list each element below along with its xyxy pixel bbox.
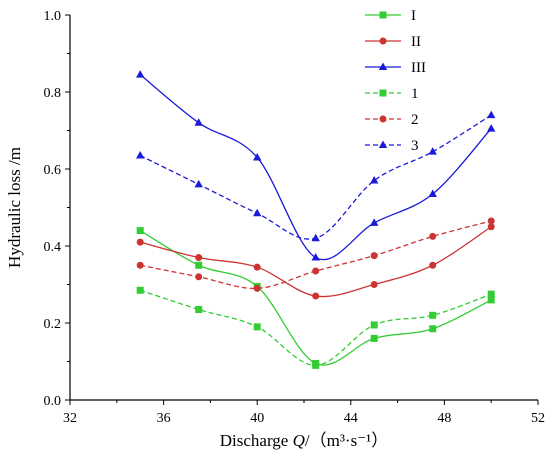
data-point-s5-3 xyxy=(253,284,261,292)
legend-label-6: 3 xyxy=(411,138,419,154)
data-point-s2-7 xyxy=(487,223,495,231)
data-point-s3-3 xyxy=(253,152,262,161)
x-tick-label: 48 xyxy=(437,411,451,426)
y-tick-label: 1.0 xyxy=(44,9,62,24)
series-line-3 xyxy=(139,74,492,261)
series-markers xyxy=(136,70,496,369)
y-tick-label: 0.8 xyxy=(44,86,62,101)
legend-label-4: 1 xyxy=(411,86,419,102)
y-tick-label: 0.4 xyxy=(44,240,62,255)
data-point-s1-2 xyxy=(195,261,203,269)
legend-marker-1 xyxy=(379,11,387,19)
legend-label-3: III xyxy=(411,60,426,76)
x-tick-label: 44 xyxy=(344,411,358,426)
series-line-6 xyxy=(139,114,492,240)
data-point-s2-2 xyxy=(195,254,203,262)
data-point-s4-1 xyxy=(136,286,144,294)
data-point-s3-7 xyxy=(487,124,496,132)
data-point-s5-1 xyxy=(136,261,144,269)
data-point-s6-5 xyxy=(370,176,379,184)
x-tick-label: 36 xyxy=(157,411,171,426)
data-point-s4-3 xyxy=(253,323,261,331)
data-point-s4-7 xyxy=(487,290,495,298)
data-point-s1-7 xyxy=(487,296,495,304)
series-lines xyxy=(139,74,492,367)
legend-marker-5 xyxy=(379,115,387,123)
data-point-s2-4 xyxy=(312,292,320,300)
x-tick-label: 32 xyxy=(63,411,77,426)
data-point-s5-6 xyxy=(429,232,437,240)
data-point-s2-3 xyxy=(253,263,261,271)
legend-label-2: II xyxy=(411,34,421,50)
axes xyxy=(65,14,539,405)
data-point-s5-5 xyxy=(370,252,378,260)
legend-marker-2 xyxy=(379,37,387,45)
y-tick-label: 0.0 xyxy=(44,394,62,409)
data-point-s6-4 xyxy=(311,233,320,242)
legend-marker-6 xyxy=(378,140,388,148)
x-tick-label: 40 xyxy=(250,411,264,426)
x-tick-label: 52 xyxy=(531,411,545,426)
data-point-s6-3 xyxy=(253,208,262,217)
x-axis-title: Discharge Q/（m³·s⁻¹） xyxy=(220,431,389,450)
data-point-s3-5 xyxy=(370,218,379,226)
data-point-s6-6 xyxy=(428,147,437,155)
data-point-s2-6 xyxy=(429,261,437,269)
data-point-s6-1 xyxy=(136,151,145,159)
x-title-variable: Q xyxy=(293,431,305,450)
data-point-s5-7 xyxy=(487,217,495,225)
data-point-s3-1 xyxy=(136,70,145,78)
y-tick-label: 0.2 xyxy=(44,317,62,332)
data-point-s5-2 xyxy=(195,273,203,281)
data-point-s6-7 xyxy=(487,110,496,119)
tick-labels: 32 36 40 44 48 520.00.20.40.60.81.0 xyxy=(44,9,546,426)
data-point-s3-4 xyxy=(311,253,320,261)
data-point-s2-1 xyxy=(136,238,144,246)
legend-marker-3 xyxy=(378,62,388,70)
data-point-s3-2 xyxy=(194,118,203,126)
data-point-s2-5 xyxy=(370,281,378,288)
data-point-s1-6 xyxy=(429,325,437,333)
x-title-prefix: Discharge xyxy=(220,431,293,450)
legend-marker-4 xyxy=(379,89,387,97)
data-point-s4-4 xyxy=(312,361,320,369)
y-axis-title: Hydraulic loss /m xyxy=(5,147,24,268)
data-point-s1-5 xyxy=(370,334,378,342)
legend-label-5: 2 xyxy=(411,112,419,128)
y-tick-label: 0.6 xyxy=(44,163,62,178)
data-point-s4-5 xyxy=(370,321,378,329)
data-point-s5-4 xyxy=(312,267,320,275)
x-title-unit: /（m³·s⁻¹） xyxy=(305,431,388,450)
data-point-s4-2 xyxy=(195,306,203,314)
series-line-4 xyxy=(139,289,492,367)
data-point-s1-1 xyxy=(136,227,144,235)
data-point-s3-6 xyxy=(428,189,437,198)
legend-label-1: I xyxy=(411,8,416,24)
data-point-s6-2 xyxy=(194,179,203,188)
data-point-s4-6 xyxy=(429,311,437,319)
